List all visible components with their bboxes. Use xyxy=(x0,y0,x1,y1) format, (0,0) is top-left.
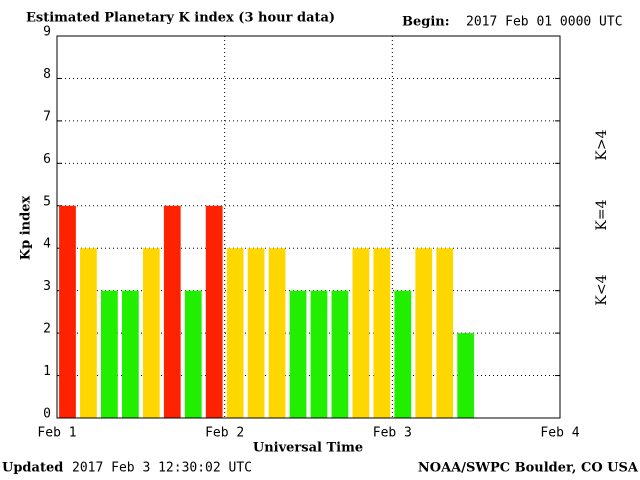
y-tick-label: 5 xyxy=(43,194,51,209)
bar xyxy=(436,248,454,418)
bar xyxy=(373,248,391,418)
bar xyxy=(101,290,118,418)
begin-date: 2017 Feb 01 0000 UTC xyxy=(466,15,623,30)
bar xyxy=(163,205,181,418)
legend-entry: K<4 xyxy=(594,274,610,305)
bar xyxy=(268,248,286,418)
legend-entry: K=4 xyxy=(594,199,610,230)
bar xyxy=(226,248,244,418)
y-tick-label: 7 xyxy=(43,109,51,124)
x-tick-label: Feb 3 xyxy=(373,426,412,441)
bar xyxy=(331,290,349,418)
updated-date: 2017 Feb 3 12:30:02 UTC xyxy=(72,461,252,476)
bar xyxy=(59,205,76,418)
y-tick-label: 3 xyxy=(43,279,51,294)
bar xyxy=(352,248,370,418)
chart-title: Estimated Planetary K index (3 hour data… xyxy=(26,11,335,26)
bar xyxy=(121,290,139,418)
source: NOAA/SWPC Boulder, CO USA xyxy=(418,461,639,476)
bar xyxy=(142,248,160,418)
y-tick-label: 2 xyxy=(43,322,51,337)
bar xyxy=(205,205,223,418)
x-tick-label: Feb 4 xyxy=(540,426,579,441)
bar xyxy=(457,333,475,418)
updated-label: Updated xyxy=(2,461,63,476)
y-tick-label: 1 xyxy=(43,364,51,379)
y-tick-label: 4 xyxy=(43,237,51,252)
y-tick-label: 9 xyxy=(43,25,51,40)
y-tick-label: 6 xyxy=(43,152,51,167)
bar xyxy=(289,290,307,418)
bar xyxy=(80,248,97,418)
bar xyxy=(184,290,202,418)
begin-label: Begin: xyxy=(402,15,450,30)
x-tick-label: Feb 2 xyxy=(205,426,244,441)
y-tick-label: 8 xyxy=(43,67,51,82)
bar xyxy=(415,248,433,418)
legend-entry: K>4 xyxy=(594,129,610,160)
plot-frame xyxy=(56,35,561,419)
x-tick-label: Feb 1 xyxy=(37,426,76,441)
y-axis-label: Kp index xyxy=(19,196,34,261)
y-tick-label: 0 xyxy=(43,407,51,422)
x-axis-label: Universal Time xyxy=(253,441,363,456)
bar xyxy=(247,248,265,418)
bar xyxy=(394,290,412,418)
bar xyxy=(310,290,328,418)
